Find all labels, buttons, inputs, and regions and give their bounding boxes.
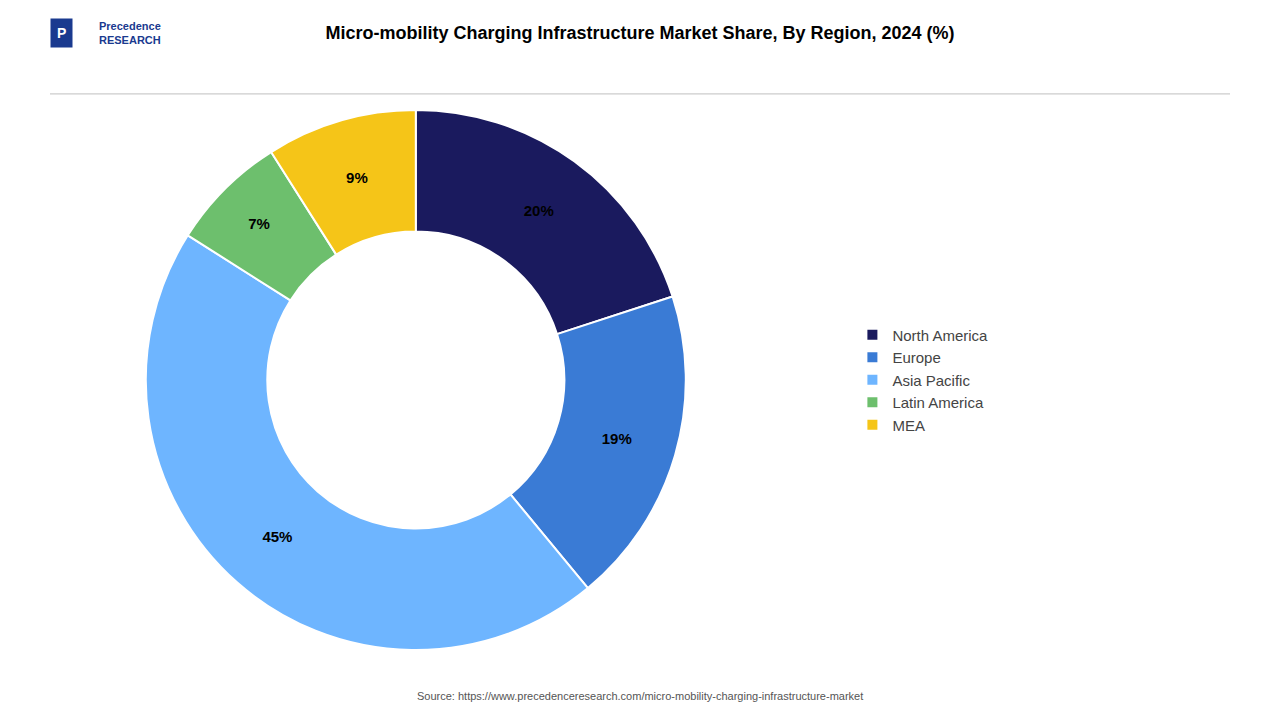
svg-text:9%: 9%	[346, 169, 368, 186]
svg-text:MEA: MEA	[892, 417, 925, 434]
svg-text:7%: 7%	[248, 215, 270, 232]
svg-text:Europe: Europe	[892, 349, 940, 366]
svg-text:Micro-mobility Charging Infras: Micro-mobility Charging Infrastructure M…	[325, 23, 954, 43]
svg-text:P: P	[57, 25, 66, 41]
svg-text:19%: 19%	[602, 430, 632, 447]
svg-text:Asia Pacific: Asia Pacific	[892, 372, 970, 389]
svg-text:PrecedenceRESEARCH: PrecedenceRESEARCH	[99, 20, 161, 46]
svg-text:Source: https://www.precedence: Source: https://www.precedenceresearch.c…	[417, 690, 863, 702]
svg-text:North America: North America	[892, 327, 988, 344]
svg-text:20%: 20%	[524, 202, 554, 219]
svg-text:45%: 45%	[262, 528, 292, 545]
svg-text:Latin America: Latin America	[892, 394, 984, 411]
